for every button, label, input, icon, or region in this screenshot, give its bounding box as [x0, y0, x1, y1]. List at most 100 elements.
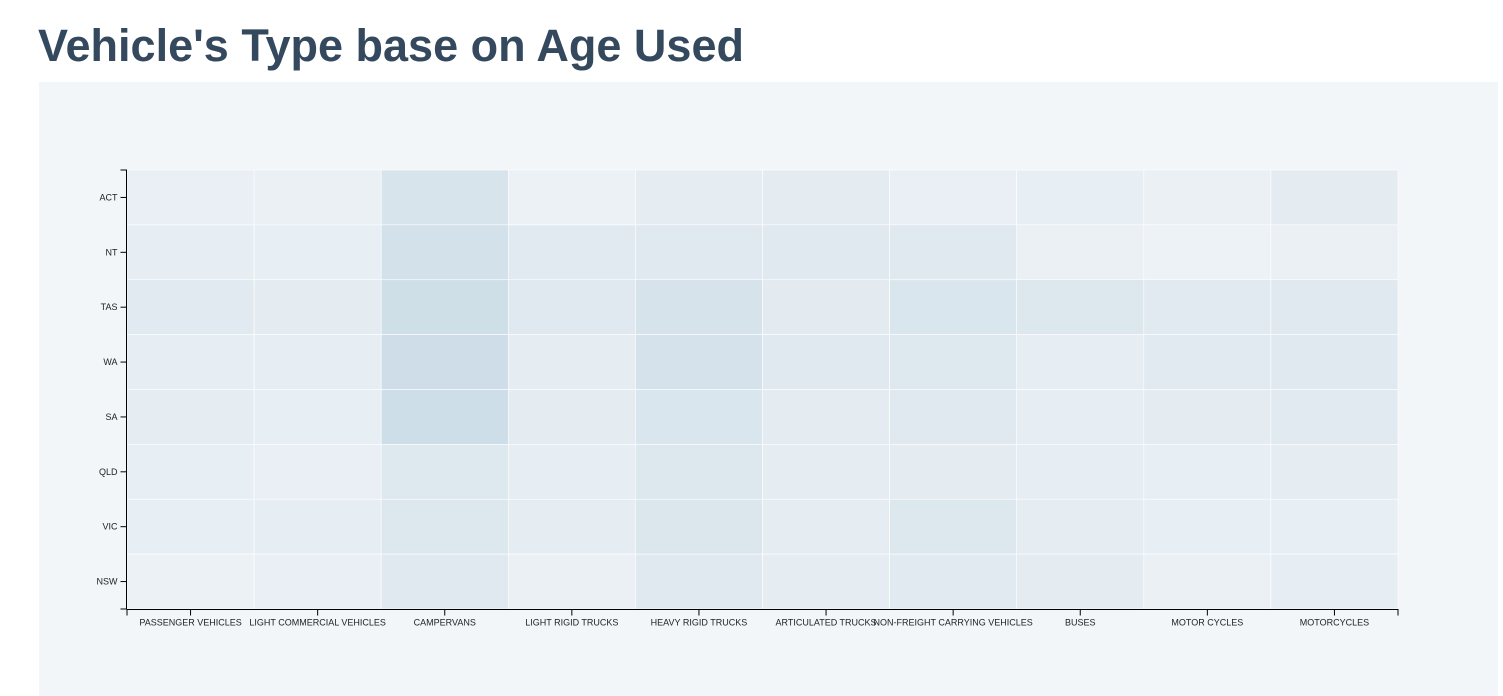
heatmap-cell-nsw-9	[1143, 553, 1272, 610]
heatmap-cell-nt-6	[762, 224, 890, 281]
y-tick-label: WA	[103, 357, 117, 367]
x-axis: PASSENGER VEHICLES LIGHT COMMERCIAL VEHIC…	[126, 609, 1399, 628]
heatmap-cell-act-4	[507, 169, 636, 226]
heatmap-cell-wa-8	[1016, 334, 1145, 390]
heatmap-cell-act-5	[635, 169, 763, 226]
heatmap-cell-wa-4	[507, 334, 636, 390]
heatmap-cell-sa-3	[380, 389, 509, 445]
y-tick-label: QLD	[99, 467, 118, 477]
heatmap-cell-qld-7	[889, 444, 1017, 500]
heatmap-cell-tas-5	[635, 279, 763, 335]
heatmap-cell-tas-7	[889, 279, 1017, 335]
heatmap-cell-vic-4	[507, 498, 636, 555]
heatmap-cell-nsw-5	[635, 553, 763, 610]
heatmap-cell-sa-9	[1143, 389, 1272, 445]
heatmap-cell-nsw-2	[253, 553, 382, 610]
heatmap-cell-nsw-4	[507, 553, 636, 610]
heatmap-cell-wa-1	[126, 334, 255, 390]
x-tick-label: BUSES	[1065, 618, 1096, 628]
x-tick-label: LIGHT COMMERCIAL VEHICLES	[249, 618, 386, 628]
x-tick-label: MOTORCYCLES	[1300, 618, 1369, 628]
y-axis: ACT NT TAS WA SA QLD VIC NSW	[97, 169, 127, 610]
heatmap-cell-sa-5	[635, 389, 763, 445]
heatmap-cell-wa-2	[253, 334, 382, 390]
heatmap-cell-nt-2	[253, 224, 382, 281]
heatmap-cell-tas-1	[126, 279, 255, 335]
heatmap-cell-qld-10	[1270, 444, 1399, 500]
heatmap-cell-nsw-10	[1270, 553, 1399, 610]
heatmap-cell-sa-4	[507, 389, 636, 445]
y-tick-label: VIC	[102, 522, 118, 532]
heatmap-cell-sa-2	[253, 389, 382, 445]
page-title: Vehicle's Type base on Age Used	[38, 20, 744, 71]
heatmap-cell-nt-4	[507, 224, 636, 281]
heatmap-cell-act-3	[380, 169, 509, 226]
heatmap-cell-tas-4	[507, 279, 636, 335]
heatmap-cell-qld-4	[507, 444, 636, 500]
heatmap-cell-nsw-3	[380, 553, 509, 610]
y-tick-label: ACT	[100, 192, 119, 202]
chart-panel: PASSENGER VEHICLES LIGHT COMMERCIAL VEHIC…	[39, 82, 1498, 696]
heatmap-cell-wa-9	[1143, 334, 1272, 390]
heatmap-cell-tas-10	[1270, 279, 1399, 335]
heatmap-cell-wa-7	[889, 334, 1017, 390]
heatmap-cell-vic-9	[1143, 498, 1272, 555]
y-axis-line	[120, 169, 127, 610]
x-tick-label: PASSENGER VEHICLES	[139, 618, 241, 628]
x-tick-label: ARTICULATED TRUCKS	[776, 618, 877, 628]
y-tick-label: TAS	[101, 302, 118, 312]
x-tick-label: HEAVY RIGID TRUCKS	[651, 618, 748, 628]
heatmap-cell-qld-8	[1016, 444, 1145, 500]
x-tick-label: NON-FREIGHT CARRYING VEHICLES	[874, 618, 1033, 628]
heatmap-cells	[126, 169, 1399, 610]
heatmap-cell-tas-8	[1016, 279, 1145, 335]
heatmap-cell-nsw-1	[126, 553, 255, 610]
heatmap-cell-qld-5	[635, 444, 763, 500]
y-tick-label: SA	[105, 412, 117, 422]
y-tick-label: NT	[106, 247, 118, 257]
heatmap-cell-nt-3	[380, 224, 509, 281]
heatmap-cell-vic-8	[1016, 498, 1145, 555]
heatmap-cell-nsw-6	[762, 553, 890, 610]
heatmap-cell-vic-2	[253, 498, 382, 555]
heatmap-cell-sa-1	[126, 389, 255, 445]
heatmap-cell-act-9	[1143, 169, 1272, 226]
heatmap-cell-nt-5	[635, 224, 763, 281]
heatmap-cell-sa-10	[1270, 389, 1399, 445]
heatmap-cell-qld-6	[762, 444, 890, 500]
heatmap-cell-act-1	[126, 169, 255, 226]
heatmap-cell-act-10	[1270, 169, 1399, 226]
heatmap-cell-vic-10	[1270, 498, 1399, 555]
x-tick-label: CAMPERVANS	[414, 618, 476, 628]
heatmap-cell-nsw-8	[1016, 553, 1145, 610]
heatmap-cell-act-6	[762, 169, 890, 226]
y-tick-label: NSW	[97, 577, 119, 587]
heatmap-cell-vic-7	[889, 498, 1017, 555]
heatmap-cell-tas-6	[762, 279, 890, 335]
heatmap-cell-wa-3	[380, 334, 509, 390]
heatmap-cell-tas-2	[253, 279, 382, 335]
heatmap-cell-act-7	[889, 169, 1017, 226]
heatmap-cell-nt-10	[1270, 224, 1399, 281]
heatmap-cell-tas-9	[1143, 279, 1272, 335]
heatmap-cell-tas-3	[380, 279, 509, 335]
heatmap-cell-qld-1	[126, 444, 255, 500]
heatmap-cell-nt-1	[126, 224, 255, 281]
heatmap-chart: PASSENGER VEHICLES LIGHT COMMERCIAL VEHIC…	[97, 169, 1399, 628]
x-tick-label: MOTOR CYCLES	[1171, 618, 1243, 628]
heatmap-cell-vic-6	[762, 498, 890, 555]
heatmap-cell-sa-6	[762, 389, 890, 445]
heatmap-cell-wa-6	[762, 334, 890, 390]
x-tick-label: LIGHT RIGID TRUCKS	[525, 618, 618, 628]
heatmap-cell-act-2	[253, 169, 382, 226]
heatmap-cell-act-8	[1016, 169, 1145, 226]
heatmap-cell-qld-3	[380, 444, 509, 500]
heatmap-cell-wa-5	[635, 334, 763, 390]
heatmap-cell-nsw-7	[889, 553, 1017, 610]
heatmap-cell-nt-9	[1143, 224, 1272, 281]
heatmap-cell-vic-5	[635, 498, 763, 555]
heatmap-cell-vic-1	[126, 498, 255, 555]
heatmap-cell-qld-2	[253, 444, 382, 500]
heatmap-cell-nt-8	[1016, 224, 1145, 281]
heatmap-cell-sa-8	[1016, 389, 1145, 445]
